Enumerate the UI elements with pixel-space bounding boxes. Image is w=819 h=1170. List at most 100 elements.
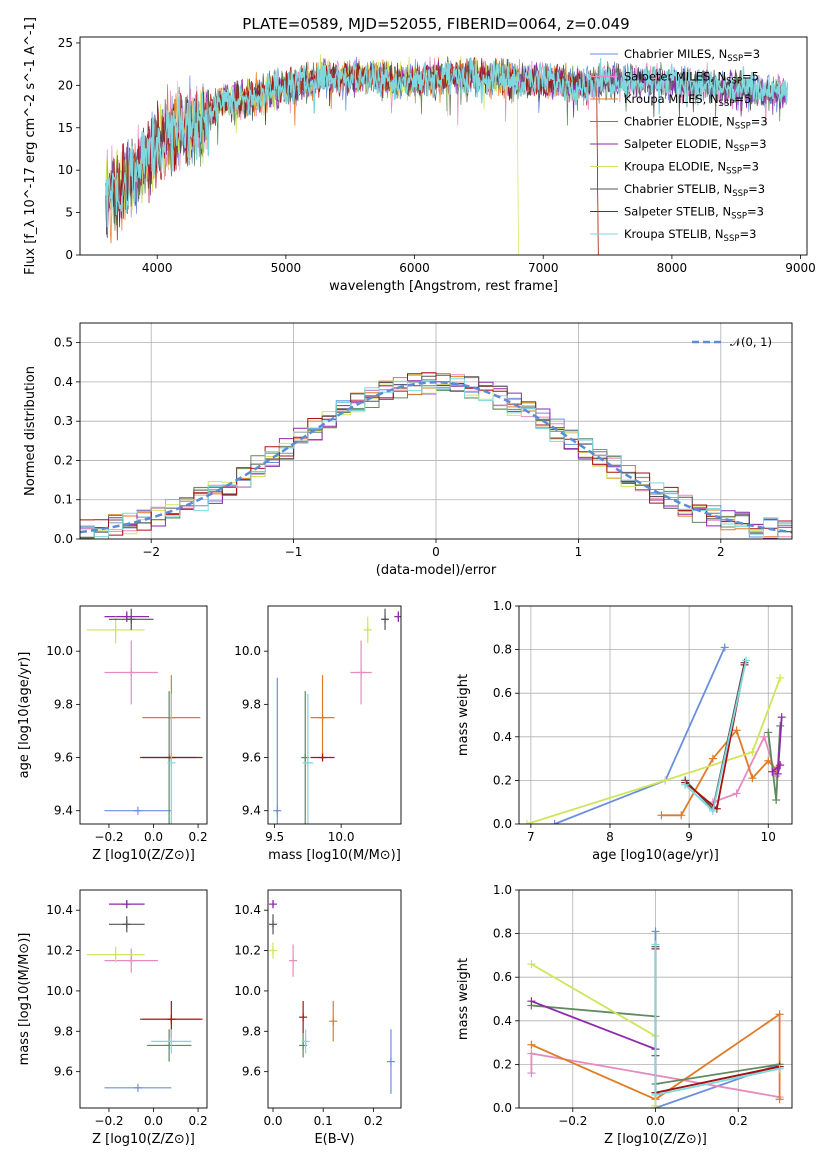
x-tick-label: 9000 [785, 261, 816, 275]
y-tick-label: 10.0 [234, 644, 261, 658]
y-tick-label: 20 [58, 78, 73, 92]
axes-frame [79, 889, 208, 1109]
x-axis-label: (data-model)/error [376, 563, 497, 578]
x-tick-label: 2 [717, 545, 725, 559]
panel-age-vs-Z: −0.2 0.0 0.2 9.4 9.6 9.8 10.0 Z [log10(Z/Z⊙)] ag… [17, 605, 208, 863]
x-tick-label: 1 [575, 545, 583, 559]
x-axis-label: Z [log10(Z/Z⊙)] [92, 1132, 195, 1147]
y-tick-label: 0.5 [54, 336, 73, 350]
legend-label: Salpeter STELIB, NSSP=3 [624, 205, 764, 222]
x-tick-label: 0.0 [144, 1114, 163, 1128]
legend-value: =5 [734, 92, 751, 106]
plot-area-age-vs-mass [273, 608, 401, 824]
y-tick-label: 25 [58, 36, 73, 50]
legend-subscript: SSP [727, 54, 743, 64]
x-tick-label: −1 [285, 545, 303, 559]
x-tick-label: 9 [685, 830, 693, 844]
y-tick-label: 9.8 [54, 697, 73, 711]
y-tick-label: 0.3 [54, 414, 73, 428]
x-tick-label: 4000 [142, 261, 173, 275]
x-tick-label: 0.0 [263, 1114, 282, 1128]
x-tick-label: 0.2 [189, 830, 208, 844]
x-tick-label: 7000 [528, 261, 559, 275]
normal-curve [80, 381, 792, 534]
x-tick-label: −2 [142, 545, 160, 559]
y-axis-label: mass weight [456, 674, 471, 756]
x-tick-label: 5000 [271, 261, 302, 275]
y-tick-label: 9.6 [242, 751, 261, 765]
plot-area-mass-vs-Z [86, 900, 203, 1092]
y-tick-label: 0.4 [493, 730, 512, 744]
series-line [771, 717, 783, 775]
plot-area-weight-vs-age [522, 643, 786, 824]
plot-area-spectrum [105, 54, 789, 255]
y-tick-label: 9.4 [54, 804, 73, 818]
y-tick-label: 0.0 [493, 817, 512, 831]
legend-value: =3 [747, 205, 764, 219]
y-tick-label: 1.0 [493, 599, 512, 613]
x-axis-label: wavelength [Angstrom, rest frame] [329, 279, 558, 294]
x-tick-label: 0.0 [646, 1114, 665, 1128]
legend-value: =3 [751, 115, 768, 129]
y-tick-label: 10.0 [46, 984, 73, 998]
panel-spectrum: 4000 5000 6000 7000 8000 9000 0 5 10 15 20 25 wavele… [23, 17, 816, 294]
histogram-line [80, 378, 792, 539]
y-tick-label: 9.8 [54, 1024, 73, 1038]
axes-frame [79, 605, 208, 825]
legend-label: Chabrier MILES, NSSP=3 [624, 47, 760, 64]
legend-subscript: SSP [724, 234, 740, 244]
x-axis-label: age [log10(age/yr)] [592, 848, 719, 863]
plot-area-mass-vs-ebv [269, 900, 395, 1094]
axes-frame [79, 322, 793, 540]
y-tick-label: 0.2 [493, 773, 512, 787]
y-tick-label: 9.8 [242, 1024, 261, 1038]
y-tick-label: 0.8 [493, 643, 512, 657]
y-tick-label: 0.4 [54, 375, 73, 389]
x-tick-label: 0 [432, 545, 440, 559]
y-tick-label: 0.8 [493, 927, 512, 941]
y-axis-label: mass [log10(M/M⊙)] [17, 933, 32, 1066]
y-tick-label: 5 [65, 206, 73, 220]
legend-label: Salpeter MILES, NSSP=5 [624, 70, 759, 87]
figure-title: PLATE=0589, MJD=52055, FIBERID=0064, z=0… [242, 15, 629, 33]
x-tick-label: −0.2 [94, 1114, 123, 1128]
x-tick-label: 6000 [399, 261, 430, 275]
axes-frame [79, 36, 808, 256]
legend-value: =3 [742, 160, 759, 174]
y-tick-label: 0.0 [54, 532, 73, 546]
spectrum-line [105, 57, 789, 228]
y-tick-label: 0.1 [54, 493, 73, 507]
panel-age-vs-mass: 9.5 10.0 9.4 9.6 9.8 10.0 mass [log10(M/M⊙)] [234, 605, 402, 863]
y-tick-label: 0.4 [493, 1014, 512, 1028]
legend-label: Chabrier STELIB, NSSP=3 [624, 182, 765, 199]
x-tick-label: 7 [527, 830, 535, 844]
y-tick-label: 10.4 [46, 903, 73, 917]
axes-frame [267, 605, 402, 825]
y-axis-label: age [log10(age/yr)] [17, 652, 32, 779]
y-tick-label: 10.2 [234, 944, 261, 958]
axes-frame [518, 889, 793, 1109]
y-axis-label: mass weight [456, 958, 471, 1040]
panel-weight-vs-Z: −0.2 0.0 0.2 0.0 0.2 0.4 0.6 0.8 1.0 Z [log10(Z/Z… [456, 883, 793, 1147]
legend-subscript: SSP [719, 99, 735, 109]
legend-label: Kroupa ELODIE, NSSP=3 [624, 160, 759, 177]
y-tick-label: 0.2 [54, 453, 73, 467]
legend-subscript: SSP [726, 77, 742, 87]
legend-label: Chabrier ELODIE, NSSP=3 [624, 115, 768, 132]
y-tick-label: 9.6 [242, 1065, 261, 1079]
panel-mass-vs-ebv: 0.0 0.1 0.2 9.6 9.8 10.0 10.2 10.4 E(B-V) [234, 889, 402, 1147]
y-tick-label: 1.0 [493, 883, 512, 897]
legend-subscript: SSP [735, 122, 751, 132]
panel-weight-vs-age: 7 8 9 10 0.0 0.2 0.4 0.6 0.8 1.0 age [log10(age/yr… [456, 599, 793, 863]
x-tick-label: 9.5 [265, 830, 284, 844]
series-line [531, 1012, 781, 1101]
y-tick-label: 0.0 [493, 1101, 512, 1115]
legend-label: Kroupa STELIB, NSSP=3 [624, 227, 756, 244]
legend-value: =3 [743, 47, 760, 61]
y-tick-label: 9.6 [54, 751, 73, 765]
y-tick-label: 15 [58, 121, 73, 135]
y-tick-label: 9.4 [242, 804, 261, 818]
legend-value: =3 [750, 137, 767, 151]
y-tick-label: 0 [65, 248, 73, 262]
y-tick-label: 10.2 [46, 944, 73, 958]
